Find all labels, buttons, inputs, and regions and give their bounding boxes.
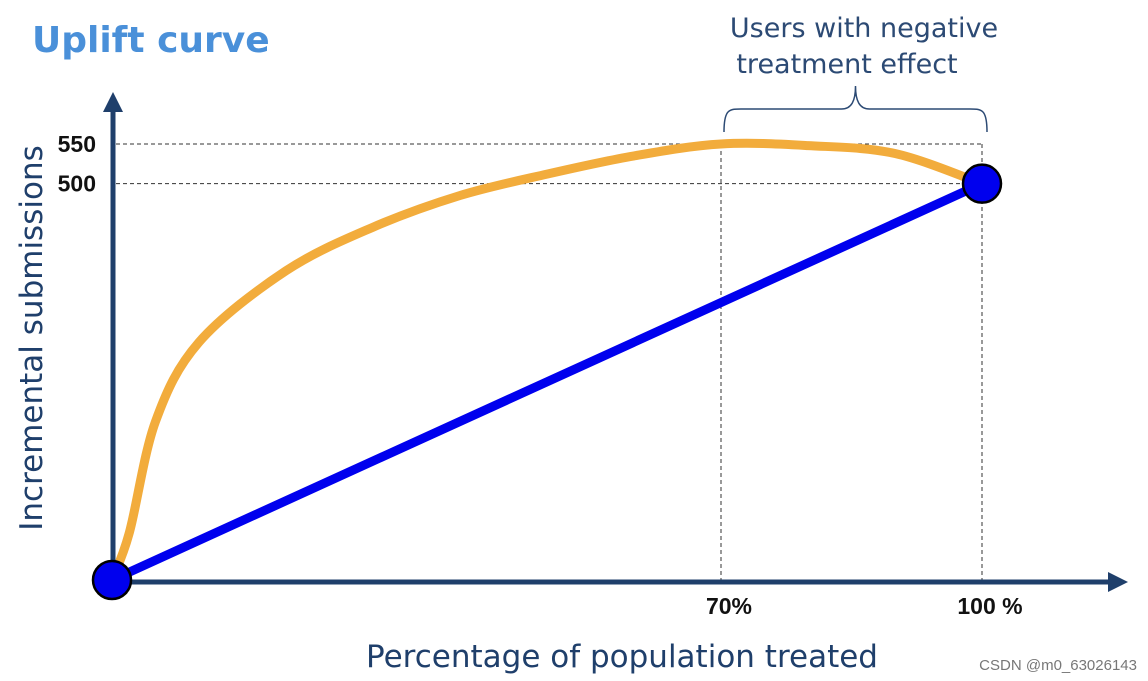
chart-title: Uplift curve <box>32 20 270 61</box>
x-tick-label: 100 % <box>957 593 1022 619</box>
endpoint-marker <box>91 559 133 601</box>
annotation: Users with negative treatment effect <box>723 13 998 133</box>
annotation-line-1: Users with negative <box>730 13 998 44</box>
endpoint-marker <box>961 163 1003 204</box>
x-tick-labels: 70% 100 % <box>706 593 1023 619</box>
series-line-1 <box>107 138 987 585</box>
annotation-brace <box>723 85 988 133</box>
watermark: CSDN @m0_63026143 <box>979 657 1137 674</box>
x-axis-label: Percentage of population treated <box>366 639 878 675</box>
annotation-line-2: treatment effect <box>736 49 957 80</box>
y-tick-labels: 500 550 <box>58 131 96 197</box>
series-line-2 <box>107 179 987 585</box>
y-tick-label: 550 <box>58 131 96 157</box>
y-axis-label: Incremental submissions <box>14 145 50 530</box>
series-layer <box>91 138 1003 601</box>
x-tick-label: 70% <box>706 593 752 619</box>
y-tick-label: 500 <box>58 171 96 197</box>
